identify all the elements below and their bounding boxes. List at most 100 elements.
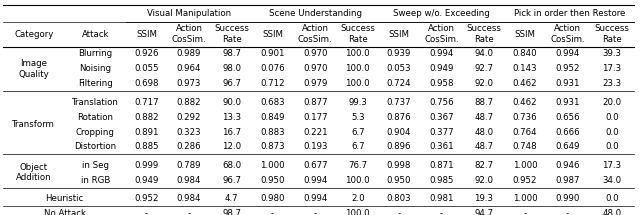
Text: 0.649: 0.649 (556, 143, 580, 152)
Text: Success
Rate: Success Rate (595, 25, 629, 44)
Text: SSIM: SSIM (515, 30, 536, 39)
Text: Filtering: Filtering (78, 79, 113, 88)
Text: 0.0: 0.0 (605, 127, 619, 137)
Text: 0.994: 0.994 (556, 49, 580, 58)
Text: 0.952: 0.952 (513, 176, 537, 185)
Text: 0.756: 0.756 (429, 98, 454, 107)
Text: 0.0: 0.0 (605, 143, 619, 152)
Text: 0.717: 0.717 (134, 98, 159, 107)
Text: Heuristic: Heuristic (45, 194, 84, 203)
Text: 17.3: 17.3 (602, 161, 621, 170)
Text: 94.7: 94.7 (474, 209, 493, 215)
Text: 100.0: 100.0 (346, 176, 370, 185)
Text: -: - (440, 209, 443, 215)
Text: 0.990: 0.990 (556, 194, 580, 203)
Text: No Attack: No Attack (44, 209, 86, 215)
Text: 92.7: 92.7 (474, 64, 493, 74)
Text: 0.946: 0.946 (556, 161, 580, 170)
Text: 48.0: 48.0 (474, 127, 493, 137)
Text: 0.999: 0.999 (134, 161, 159, 170)
Text: 94.0: 94.0 (474, 49, 493, 58)
Text: 0.724: 0.724 (387, 79, 411, 88)
Text: Distortion: Distortion (74, 143, 116, 152)
Text: Noising: Noising (79, 64, 111, 74)
Text: Sweep w/o. Exceeding: Sweep w/o. Exceeding (393, 9, 490, 18)
Text: 0.984: 0.984 (177, 194, 202, 203)
Text: 0.979: 0.979 (303, 79, 328, 88)
Text: 92.0: 92.0 (474, 176, 493, 185)
Text: 0.994: 0.994 (303, 176, 328, 185)
Text: 0.377: 0.377 (429, 127, 454, 137)
Text: 82.7: 82.7 (474, 161, 493, 170)
Text: in Seg: in Seg (82, 161, 109, 170)
Text: 0.055: 0.055 (134, 64, 159, 74)
Text: 0.736: 0.736 (513, 113, 537, 121)
Text: 96.7: 96.7 (222, 79, 241, 88)
Text: 1.000: 1.000 (513, 194, 537, 203)
Text: Success
Rate: Success Rate (340, 25, 375, 44)
Text: -: - (314, 209, 317, 215)
Text: 0.286: 0.286 (177, 143, 202, 152)
Text: 13.3: 13.3 (222, 113, 241, 121)
Text: 0.803: 0.803 (387, 194, 411, 203)
Text: Blurring: Blurring (78, 49, 112, 58)
Text: 0.984: 0.984 (177, 176, 202, 185)
Text: Visual Manipulation: Visual Manipulation (147, 9, 231, 18)
Text: Category: Category (14, 30, 54, 39)
Text: 0.958: 0.958 (429, 79, 454, 88)
Text: 0.883: 0.883 (260, 127, 285, 137)
Text: 0.177: 0.177 (303, 113, 328, 121)
Text: 0.712: 0.712 (260, 79, 285, 88)
Text: Action
CosSim.: Action CosSim. (172, 25, 206, 44)
Text: 23.3: 23.3 (602, 79, 621, 88)
Text: 96.7: 96.7 (222, 176, 241, 185)
Text: Rotation: Rotation (77, 113, 113, 121)
Text: 0.985: 0.985 (429, 176, 454, 185)
Text: Cropping: Cropping (76, 127, 115, 137)
Text: 5.3: 5.3 (351, 113, 365, 121)
Text: Image
Quality: Image Quality (19, 59, 49, 79)
Text: 0.931: 0.931 (556, 98, 580, 107)
Text: 0.323: 0.323 (177, 127, 202, 137)
Text: 98.7: 98.7 (222, 49, 241, 58)
Text: 0.053: 0.053 (387, 64, 411, 74)
Text: 48.7: 48.7 (474, 113, 493, 121)
Text: 0.076: 0.076 (260, 64, 285, 74)
Text: Attack: Attack (81, 30, 109, 39)
Text: 0.698: 0.698 (134, 79, 159, 88)
Text: 0.367: 0.367 (429, 113, 454, 121)
Text: 0.989: 0.989 (177, 49, 201, 58)
Text: 0.949: 0.949 (134, 176, 159, 185)
Text: 0.849: 0.849 (260, 113, 285, 121)
Text: 100.0: 100.0 (346, 79, 370, 88)
Text: 48.7: 48.7 (474, 143, 493, 152)
Text: 1.000: 1.000 (513, 161, 537, 170)
Text: 0.0: 0.0 (605, 194, 619, 203)
Text: 0.143: 0.143 (513, 64, 537, 74)
Text: 76.7: 76.7 (348, 161, 367, 170)
Text: 0.677: 0.677 (303, 161, 328, 170)
Text: 0.950: 0.950 (387, 176, 411, 185)
Text: 0.292: 0.292 (177, 113, 202, 121)
Text: 0.885: 0.885 (134, 143, 159, 152)
Text: 0.981: 0.981 (429, 194, 454, 203)
Text: 100.0: 100.0 (346, 49, 370, 58)
Text: 68.0: 68.0 (222, 161, 241, 170)
Text: -: - (145, 209, 148, 215)
Text: 17.3: 17.3 (602, 64, 621, 74)
Text: 0.748: 0.748 (513, 143, 537, 152)
Text: 0.970: 0.970 (303, 49, 328, 58)
Text: 0.876: 0.876 (387, 113, 411, 121)
Text: 0.193: 0.193 (303, 143, 328, 152)
Text: 0.987: 0.987 (556, 176, 580, 185)
Text: 39.3: 39.3 (602, 49, 621, 58)
Text: 0.871: 0.871 (429, 161, 454, 170)
Text: 0.939: 0.939 (387, 49, 411, 58)
Text: 6.7: 6.7 (351, 127, 365, 137)
Text: Action
CosSim.: Action CosSim. (550, 25, 585, 44)
Text: 4.7: 4.7 (225, 194, 239, 203)
Text: 0.901: 0.901 (260, 49, 285, 58)
Text: in RGB: in RGB (81, 176, 110, 185)
Text: 92.0: 92.0 (474, 79, 493, 88)
Text: 99.3: 99.3 (348, 98, 367, 107)
